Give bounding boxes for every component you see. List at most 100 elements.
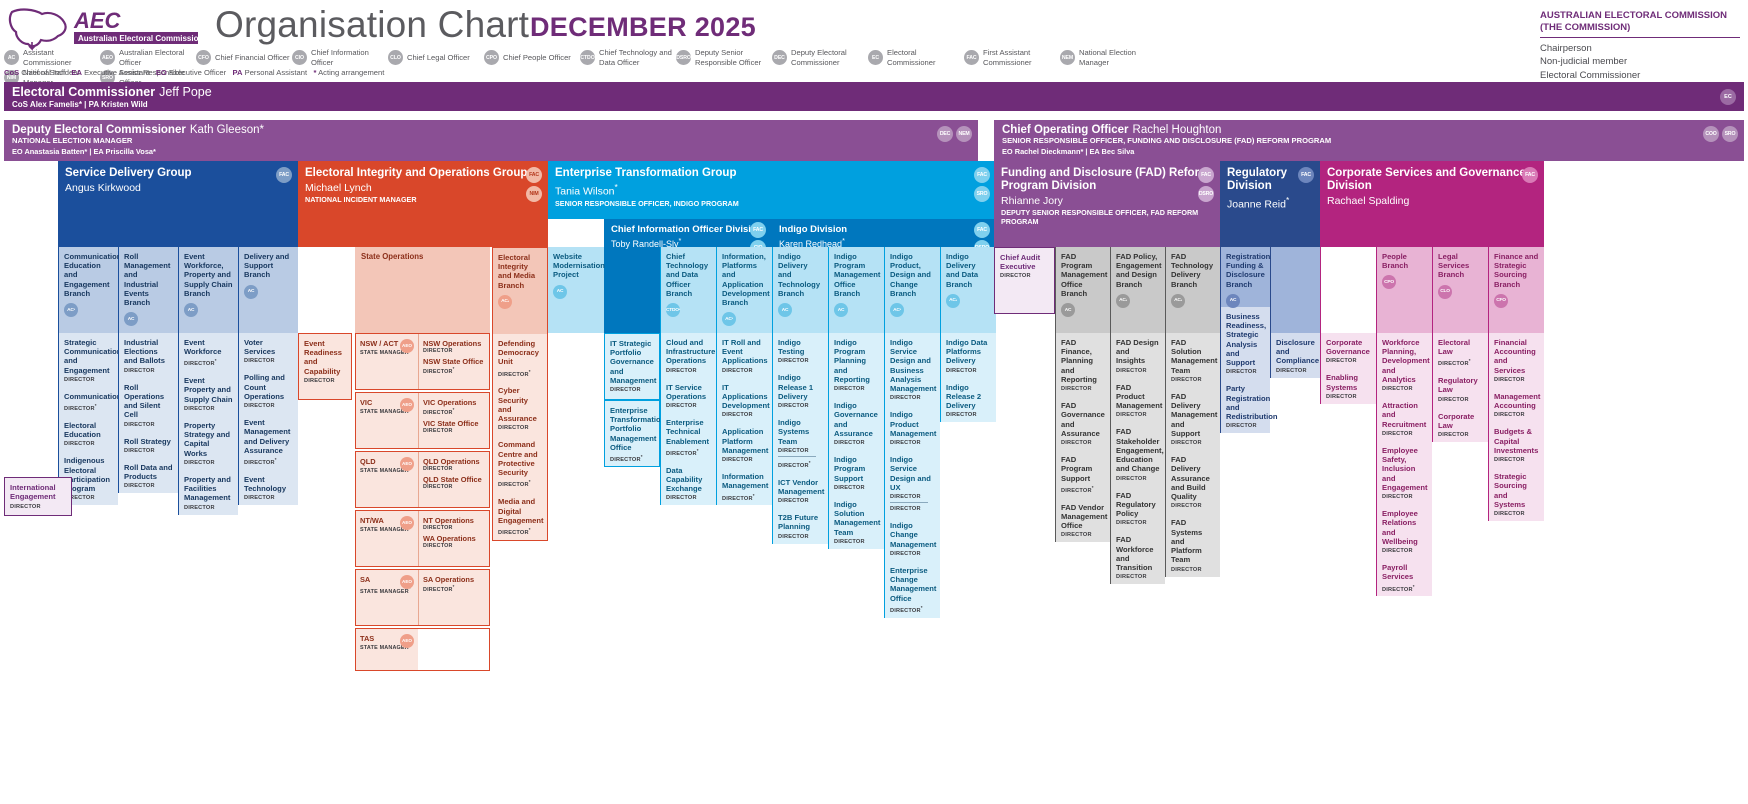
org-cell[interactable]: Employee Safety, Inclusion and Engagemen… (1377, 440, 1432, 505)
org-cell[interactable]: Indigo Solution Management Team DIRECTOR (829, 494, 884, 549)
website-modernisation-header[interactable]: Website Modernisation Project AC (548, 246, 605, 333)
state-row[interactable]: NSW / ACT STATE MANAGER AEO NSW Operations D… (355, 332, 490, 390)
state-row[interactable]: QLD STATE MANAGER AEO QLD Operations DIRECTO… (355, 450, 490, 508)
org-cell[interactable]: Indigo Data Platforms Delivery DIRECTOR (941, 332, 996, 378)
org-cell[interactable]: Indigo Program Planning and Reporting DIR… (829, 332, 884, 397)
state-unit[interactable]: WA Operations DIRECTOR (423, 534, 485, 549)
division-header[interactable]: Chief Information Officer Division Toby R… (604, 218, 772, 256)
group-header-electoral-integrity[interactable]: Electoral Integrity and Operations Group… (298, 160, 548, 247)
org-cell[interactable]: Property Strategy and Capital Works DIREC… (179, 415, 238, 470)
org-cell[interactable]: T2B Future Planning DIRECTOR (773, 508, 828, 544)
org-cell[interactable]: FAD Vendor Management Office DIRECTOR (1056, 497, 1110, 543)
org-branch-header[interactable]: Event Workforce, Property and Supply Cha… (179, 246, 238, 333)
org-cell[interactable]: Corporate Law DIRECTOR (1433, 406, 1488, 443)
org-cell[interactable]: ICT Vendor Management DIRECTOR (773, 472, 828, 509)
org-cell[interactable]: Strategic Communications and Engagement D… (59, 332, 126, 387)
group-header-enterprise-transformation[interactable]: Enterprise Transformation Group Tania Wil… (548, 160, 996, 219)
org-cell[interactable]: Indigo Testing DIRECTOR (773, 332, 828, 369)
org-cell-event-readiness[interactable]: Event Readiness and Capability DIRECTOR (298, 332, 352, 400)
org-cell[interactable]: Strategic Sourcing and Systems DIRECTOR (1489, 467, 1544, 522)
org-cell[interactable]: Media and Digital Engagement DIRECTOR* (493, 492, 547, 540)
org-cell[interactable]: FAD Regulatory Policy DIRECTOR (1111, 485, 1165, 531)
org-cell[interactable]: Enterprise Transformation Portfolio Mana… (604, 399, 665, 467)
org-cell[interactable]: Roll Operations and Silent Cell DIRECTOR (119, 377, 178, 432)
state-row[interactable]: NT/WA STATE MANAGER AEO NT Operations DIRECT… (355, 509, 490, 567)
org-branch-header[interactable]: Delivery and Support Branch AC (239, 246, 298, 333)
state-unit[interactable]: VIC Operations DIRECTOR* (423, 398, 485, 416)
org-cell[interactable]: Enterprise Technical Enablement DIRECTOR* (661, 413, 716, 461)
org-cell[interactable]: Indigo Release 2 Delivery DIRECTOR (941, 377, 996, 423)
org-cell[interactable]: Data Capability Exchange DIRECTOR (661, 460, 716, 506)
org-cell[interactable]: Roll Data and Products DIRECTOR (119, 457, 178, 494)
org-branch-header[interactable]: Chief Technology and Data Officer Branch… (661, 246, 716, 333)
org-branch-header[interactable] (1321, 247, 1376, 333)
org-cell[interactable]: Indigo Product Management DIRECTOR (885, 405, 940, 451)
org-cell[interactable]: FAD Design and Insights DIRECTOR (1111, 332, 1165, 378)
org-branch-header[interactable]: Legal Services Branch CLO (1433, 246, 1488, 333)
org-cell[interactable]: FAD Program Support DIRECTOR* (1056, 450, 1110, 498)
org-cell[interactable]: FAD Finance, Planning and Reporting DIREC… (1056, 332, 1110, 397)
org-branch-header[interactable]: FAD Policy, Engagement and Design Branch… (1111, 246, 1165, 333)
org-cell[interactable]: Electoral Education DIRECTOR (59, 415, 118, 452)
org-cell[interactable]: FAD Delivery Management and Support DIREC… (1166, 386, 1220, 451)
state-unit[interactable]: VIC State Office DIRECTOR (423, 419, 485, 434)
state-left[interactable]: NSW / ACT STATE MANAGER AEO (356, 333, 418, 389)
org-cell[interactable]: Budgets & Capital Investments DIRECTOR (1489, 422, 1544, 468)
state-left[interactable]: NT/WA STATE MANAGER AEO (356, 510, 418, 566)
org-branch-header[interactable]: Registration, Funding & Disclosure Branc… (1221, 246, 1272, 308)
org-cell[interactable]: IT Service Operations DIRECTOR (661, 377, 716, 414)
org-cell[interactable]: Management Accounting DIRECTOR (1489, 386, 1544, 423)
org-cell[interactable]: Defending Democracy Unit DIRECTOR* (493, 333, 547, 382)
org-branch-header[interactable]: Indigo Delivery and Technology Branch AC (773, 246, 828, 333)
org-cell[interactable]: Attraction and Recruitment DIRECTOR (1377, 396, 1432, 441)
org-cell[interactable]: FAD Systems and Platform Team DIRECTOR (1166, 513, 1220, 577)
org-cell[interactable]: Regulatory Law DIRECTOR (1433, 371, 1488, 407)
org-cell[interactable]: Cloud and Infrastructure Operations DIREC… (661, 332, 716, 378)
org-cell[interactable]: Enabling Systems DIRECTOR (1321, 368, 1376, 404)
org-cell[interactable]: Event Property and Supply Chain DIRECTOR (179, 371, 238, 416)
org-branch-header[interactable]: Indigo Program Management Office Branch A… (829, 246, 884, 333)
org-branch-header[interactable]: Indigo Product, Design and Change Branch… (885, 246, 940, 333)
org-cell[interactable]: FAD Delivery Assurance and Build Quality… (1166, 450, 1220, 514)
state-left[interactable]: TAS STATE MANAGER AEO (356, 628, 418, 670)
org-cell[interactable]: Polling and Count Operations DIRECTOR (239, 368, 298, 414)
org-branch-header[interactable]: Information, Platforms and Application D… (717, 246, 772, 333)
org-cell[interactable]: Payroll Services DIRECTOR* (1377, 558, 1432, 597)
org-branch-header[interactable]: Indigo Delivery and Data Branch AC * (941, 246, 996, 333)
org-cell[interactable]: Cyber Security and Assurance DIRECTOR (493, 381, 547, 436)
org-cell[interactable]: Event Technology DIRECTOR (239, 469, 298, 506)
state-left[interactable]: VIC STATE MANAGER AEO (356, 392, 418, 448)
division-header-fad-reform[interactable]: Funding and Disclosure (FAD) Reform Prog… (994, 160, 1220, 247)
org-cell[interactable]: Enterprise Change Management Office DIREC… (885, 560, 940, 618)
state-row[interactable]: VIC STATE MANAGER AEO VIC Operations DIRECTO… (355, 391, 490, 449)
org-cell[interactable]: IT Roll and Event Applications DIRECTOR (717, 332, 772, 378)
org-cell[interactable]: Indigo Governance and Assurance DIRECTOR (829, 396, 884, 451)
org-cell[interactable]: FAD Solution Management Team DIRECTOR (1166, 332, 1220, 387)
org-cell[interactable]: Indigo Release 1 Delivery DIRECTOR (773, 368, 828, 414)
org-cell[interactable]: Voter Services DIRECTOR (239, 332, 298, 369)
org-cell[interactable]: Party Registration and Redistribution DIR… (1221, 379, 1277, 434)
org-cell[interactable]: Indigo Service Design and UX DIRECTOR DIRE… (885, 450, 940, 517)
org-cell[interactable]: Indigo Systems Team DIRECTOR DIRECTOR* (773, 413, 828, 473)
org-branch-header[interactable] (1271, 246, 1320, 333)
state-unit[interactable]: SA Operations DIRECTOR* (423, 575, 485, 593)
org-cell[interactable]: Employee Relations and Wellbeing DIRECTOR (1377, 504, 1432, 559)
org-cell[interactable]: Disclosure and Compliance DIRECTOR (1271, 332, 1320, 378)
org-branch-header[interactable]: Communication, Education and Engagement … (59, 246, 124, 333)
org-cell[interactable]: Event Workforce DIRECTOR* (179, 332, 238, 372)
org-cell[interactable]: IT Strategic Portfolio Governance and Ma… (604, 332, 660, 400)
state-unit[interactable]: NSW Operations DIRECTOR (423, 339, 485, 354)
state-unit[interactable]: NT Operations DIRECTOR (423, 516, 485, 531)
chief-audit-executive-box[interactable]: Chief Audit Executive DIRECTOR (994, 246, 1055, 314)
division-header-regulatory[interactable]: Regulatory Division Joanne Reid* FAC (1220, 160, 1320, 247)
org-cell[interactable]: Information Management DIRECTOR* (717, 467, 772, 506)
org-cell[interactable]: Business Readiness, Strategic Analysis a… (1221, 306, 1270, 380)
division-header-corporate-services[interactable]: Corporate Services and Governance Divisi… (1320, 160, 1544, 247)
org-cell[interactable]: Indigo Change Management DIRECTOR (885, 516, 940, 561)
org-cell[interactable]: Indigo Program Support DIRECTOR (829, 450, 884, 495)
state-unit[interactable]: QLD Operations DIRECTOR (423, 457, 485, 472)
org-branch-header[interactable]: People Branch CPO (1377, 246, 1432, 333)
org-cell[interactable]: Indigo Service Design and Business Analy… (885, 332, 940, 406)
